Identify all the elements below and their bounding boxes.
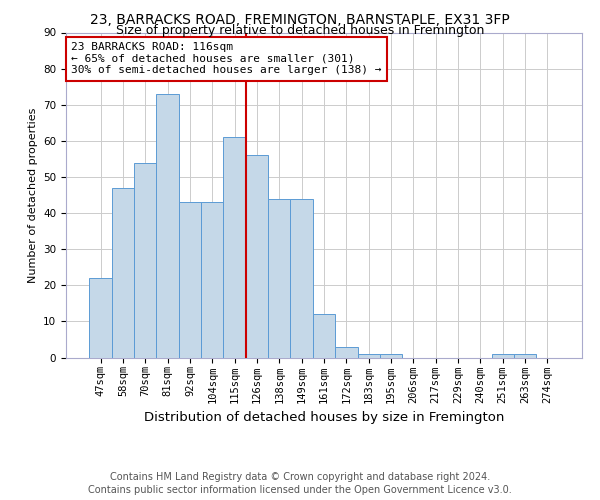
Bar — [157, 94, 179, 357]
Bar — [112, 188, 134, 358]
Text: Size of property relative to detached houses in Fremington: Size of property relative to detached ho… — [116, 24, 484, 37]
Bar — [358, 354, 380, 358]
X-axis label: Distribution of detached houses by size in Fremington: Distribution of detached houses by size … — [144, 411, 504, 424]
Bar — [491, 354, 514, 358]
Text: 23, BARRACKS ROAD, FREMINGTON, BARNSTAPLE, EX31 3FP: 23, BARRACKS ROAD, FREMINGTON, BARNSTAPL… — [90, 12, 510, 26]
Y-axis label: Number of detached properties: Number of detached properties — [28, 108, 38, 282]
Bar — [514, 354, 536, 358]
Bar — [335, 346, 358, 358]
Text: 23 BARRACKS ROAD: 116sqm
← 65% of detached houses are smaller (301)
30% of semi-: 23 BARRACKS ROAD: 116sqm ← 65% of detach… — [71, 42, 382, 76]
Bar — [201, 202, 223, 358]
Bar — [179, 202, 201, 358]
Bar — [268, 198, 290, 358]
Bar — [89, 278, 112, 357]
Bar — [380, 354, 402, 358]
Text: Contains HM Land Registry data © Crown copyright and database right 2024.
Contai: Contains HM Land Registry data © Crown c… — [88, 472, 512, 495]
Bar — [313, 314, 335, 358]
Bar — [134, 162, 157, 358]
Bar — [246, 156, 268, 358]
Bar — [223, 137, 246, 358]
Bar — [290, 198, 313, 358]
